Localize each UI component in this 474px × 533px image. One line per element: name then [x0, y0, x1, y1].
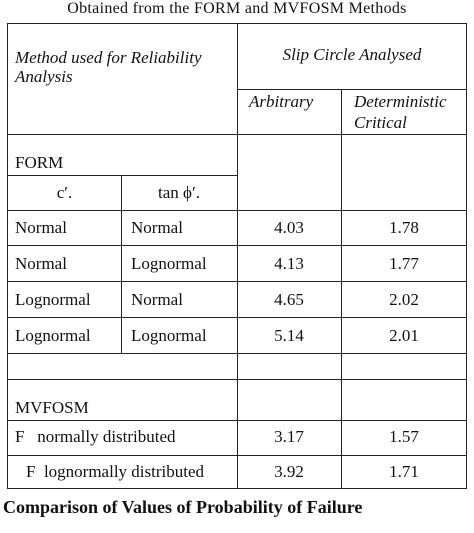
row-line-mvfosm-label	[8, 420, 467, 421]
row-line-1	[8, 245, 467, 246]
row-line-mvfosm-1	[8, 455, 467, 456]
form-row-3-c: Lognormal	[15, 290, 91, 309]
form-row-3-tan: Normal	[131, 290, 183, 309]
deterministic-header-line2: Critical	[354, 113, 407, 132]
col-divider-dist	[121, 175, 122, 353]
form-row-1-c: Normal	[15, 218, 67, 237]
mvfosm-row-2-label: F lognormally distributed	[26, 462, 205, 481]
form-row-4-arbitrary: 5.14	[274, 326, 304, 345]
form-row-1-tan: Normal	[131, 218, 183, 237]
form-row-2-arbitrary: 4.13	[274, 254, 304, 273]
row-line-header-end	[8, 134, 467, 135]
mvfosm-row-1-arbitrary: 3.17	[274, 427, 304, 446]
mvfosm-row-1-critical: 1.57	[389, 427, 419, 446]
table-caption: Comparison of Values of Probability of F…	[3, 497, 363, 517]
col-divider-det	[341, 89, 342, 489]
slip-circle-header: Slip Circle Analysed	[282, 45, 422, 64]
method-header-line1: Method used for Reliability	[15, 48, 202, 67]
row-line-3	[8, 317, 467, 318]
form-row-4-tan: Lognormal	[131, 326, 207, 345]
row-line-2	[8, 281, 467, 282]
mvfosm-row-2-arbitrary: 3.92	[274, 462, 304, 481]
method-header-line2: Analysis	[15, 67, 73, 86]
form-row-2-critical: 1.77	[389, 254, 419, 273]
mvfosm-row-2-critical: 1.71	[389, 462, 419, 481]
deterministic-header-line1: Deterministic	[354, 92, 447, 111]
form-row-2-tan: Lognormal	[131, 254, 207, 273]
row-line-form-label	[8, 175, 237, 176]
form-row-4-c: Lognormal	[15, 326, 91, 345]
probability-table: Method used for Reliability Analysis Sli…	[7, 23, 467, 489]
mvfosm-row-1-label: F normally distributed	[15, 427, 176, 446]
form-row-1-critical: 1.78	[389, 218, 419, 237]
row-line-4	[8, 353, 467, 354]
table-top-title: Obtained from the FORM and MVFOSM Method…	[67, 0, 407, 17]
form-row-2-c: Normal	[15, 254, 67, 273]
row-line-slip	[237, 89, 467, 90]
col-divider-main	[237, 24, 238, 489]
mvfosm-label: MVFOSM	[15, 398, 89, 417]
form-row-3-arbitrary: 4.65	[274, 290, 304, 309]
arbitrary-header: Arbitrary	[249, 92, 314, 111]
form-row-4-critical: 2.01	[389, 326, 419, 345]
form-row-3-critical: 2.02	[389, 290, 419, 309]
row-line-spacer	[8, 379, 467, 380]
tan-phi-header: tan ϕ′.	[158, 183, 200, 202]
form-label: FORM	[15, 153, 64, 172]
c-prime-header: c′.	[56, 183, 73, 202]
form-row-1-arbitrary: 4.03	[274, 218, 304, 237]
row-line-dist-header	[8, 210, 467, 211]
